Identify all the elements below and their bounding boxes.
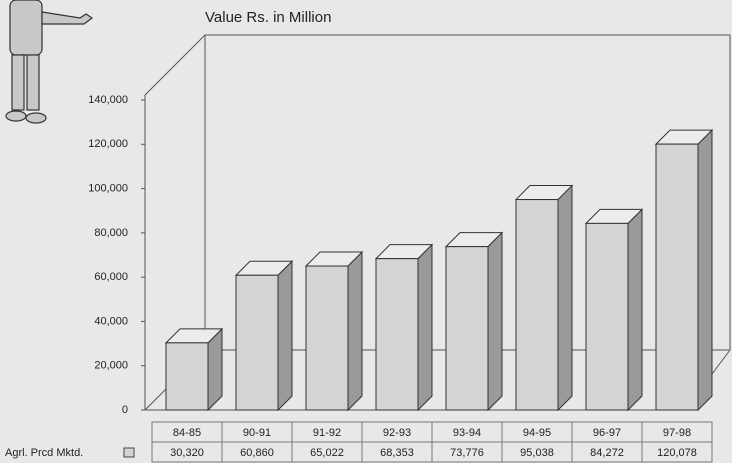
x-tick-label: 93-94 <box>453 427 481 439</box>
bar <box>514 184 574 412</box>
y-tick-label: 80,000 <box>94 227 128 239</box>
cartoon-figure <box>5 0 94 124</box>
x-tick-label: 92-93 <box>383 427 411 439</box>
bar-side <box>557 184 573 412</box>
bar-front <box>655 143 699 411</box>
bar-front <box>305 265 349 411</box>
bar <box>234 260 294 412</box>
y-tick-label: 40,000 <box>94 315 128 327</box>
bar-side <box>277 260 293 412</box>
value-label: 30,320 <box>170 447 204 459</box>
x-tick-label: 96-97 <box>593 427 621 439</box>
value-label: 84,272 <box>590 447 624 459</box>
value-label: 60,860 <box>240 447 274 459</box>
bar-side <box>627 208 643 412</box>
bar-side <box>697 128 713 412</box>
bar-front <box>235 274 279 411</box>
value-label: 68,353 <box>380 447 414 459</box>
bar <box>374 243 434 412</box>
x-tick-label: 97-98 <box>663 427 691 439</box>
bar-side <box>417 243 433 412</box>
x-tick-label: 84-85 <box>173 427 201 439</box>
bar-front <box>165 342 209 411</box>
bar-front <box>375 258 419 411</box>
y-tick-label: 120,000 <box>88 138 128 150</box>
x-tick-label: 90-91 <box>243 427 271 439</box>
bar <box>654 128 714 412</box>
legend-swatch <box>123 447 135 458</box>
value-label: 120,078 <box>657 447 697 459</box>
bar-front <box>445 246 489 411</box>
x-tick-label: 91-92 <box>313 427 341 439</box>
y-tick-label: 20,000 <box>94 360 128 372</box>
bar-front <box>585 222 629 411</box>
value-label: 95,038 <box>520 447 554 459</box>
x-tick-label: 94-95 <box>523 427 551 439</box>
bar <box>304 250 364 412</box>
bar <box>584 208 644 412</box>
bar <box>444 231 504 412</box>
y-tick-label: 100,000 <box>88 182 128 194</box>
value-label: 65,022 <box>310 447 344 459</box>
y-tick-label: 60,000 <box>94 271 128 283</box>
bar-side <box>347 250 363 412</box>
value-label: 73,776 <box>450 447 484 459</box>
legend-label: Agrl. Prcd Mktd. <box>5 447 83 459</box>
y-tick-label: 0 <box>122 404 128 416</box>
bar <box>164 327 224 412</box>
bar-front <box>515 199 559 411</box>
y-tick-label: 140,000 <box>88 94 128 106</box>
chart-title: Value Rs. in Million <box>205 9 331 26</box>
bar-side <box>487 231 503 412</box>
